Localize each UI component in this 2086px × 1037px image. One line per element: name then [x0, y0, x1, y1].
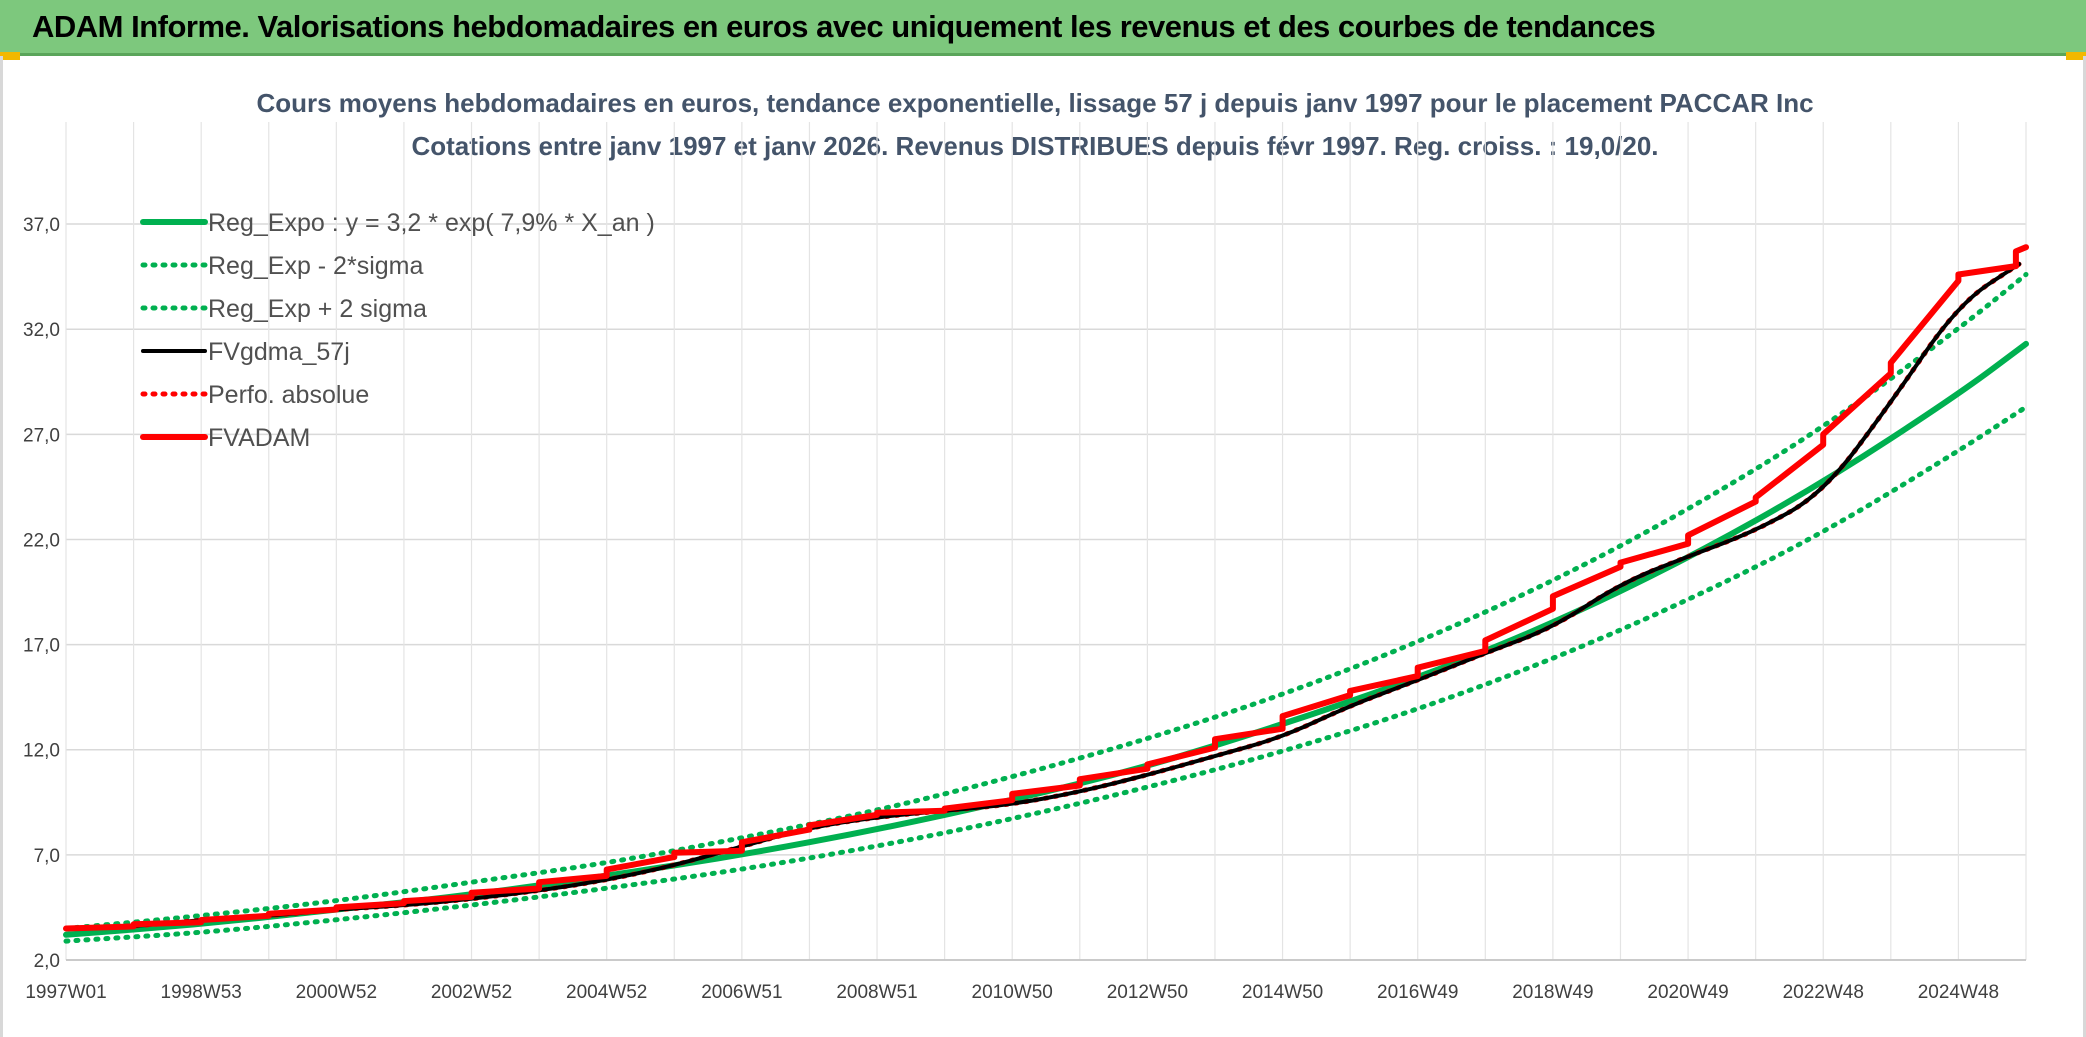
x-tick-label: 2024W48: [1918, 982, 1999, 1003]
x-tick-label: 2022W48: [1783, 982, 1864, 1003]
legend-entry-label: Perfo. absolue: [208, 381, 369, 409]
corner-marker-right: [2066, 52, 2086, 60]
series-fvadam: [63, 244, 2029, 932]
y-tick-label: 27,0: [23, 425, 60, 446]
legend-entry-label: Reg_Exp + 2 sigma: [208, 295, 427, 323]
grid-layer: [65, 122, 2027, 961]
x-tick-label: 2012W50: [1107, 982, 1188, 1003]
legend: Reg_Expo : y = 3,2 * exp( 7,9% * X_an ) R…: [140, 209, 655, 452]
x-tick-label: 2014W50: [1242, 982, 1323, 1003]
series-reg-expo: [63, 340, 2029, 938]
x-tick-label: 2016W49: [1377, 982, 1458, 1003]
chart-frame: [0, 56, 2086, 1037]
y-tick-label: 17,0: [23, 636, 60, 657]
y-tick-label: 7,0: [34, 846, 60, 867]
series-fvgdma-57j: [64, 262, 2022, 931]
x-tick-label: 2006W51: [701, 982, 782, 1003]
legend-entry-label: FVADAM: [208, 424, 310, 452]
y-tick-label: 32,0: [23, 320, 60, 341]
legend-entry-label: Reg_Expo : y = 3,2 * exp( 7,9% * X_an ): [208, 209, 655, 237]
series-reg-plus-2sigma: [63, 272, 2029, 931]
y-tick-label: 12,0: [23, 741, 60, 762]
axis-layer: 2,0 7,0 12,0 17,0 22,0 27,0 32,0 37,0 1997W01 199…: [23, 215, 2026, 1003]
legend-entry-label: FVgdma_57j: [208, 338, 350, 366]
series-reg-minus-2sigma: [63, 404, 2029, 944]
series-layer: [63, 244, 2029, 944]
report-title: ADAM Informe. Valorisations hebdomadaire…: [32, 9, 1656, 44]
y-tick-label: 37,0: [23, 215, 60, 236]
legend-entry-label: Reg_Exp - 2*sigma: [208, 252, 423, 280]
x-tick-label: 2004W52: [566, 982, 647, 1003]
chart-subtitle: Cotations entre janv 1997 et janv 2026. …: [411, 131, 1658, 161]
x-tick-label: 2000W52: [296, 982, 377, 1003]
y-tick-label: 22,0: [23, 530, 60, 551]
y-tick-label: 2,0: [34, 951, 60, 972]
x-tick-label: 2018W49: [1512, 982, 1593, 1003]
chart-title: Cours moyens hebdomadaires en euros, ten…: [256, 88, 1813, 118]
x-tick-label: 1997W01: [25, 982, 106, 1003]
series-perfo-absolue: [63, 261, 2022, 931]
x-tick-label: 2010W50: [972, 982, 1053, 1003]
corner-marker-left: [0, 52, 20, 60]
x-tick-label: 2008W51: [836, 982, 917, 1003]
report-header: ADAM Informe. Valorisations hebdomadaire…: [0, 0, 2086, 56]
x-tick-label: 1998W53: [161, 982, 242, 1003]
x-tick-label: 2002W52: [431, 982, 512, 1003]
x-tick-label: 2020W49: [1647, 982, 1728, 1003]
